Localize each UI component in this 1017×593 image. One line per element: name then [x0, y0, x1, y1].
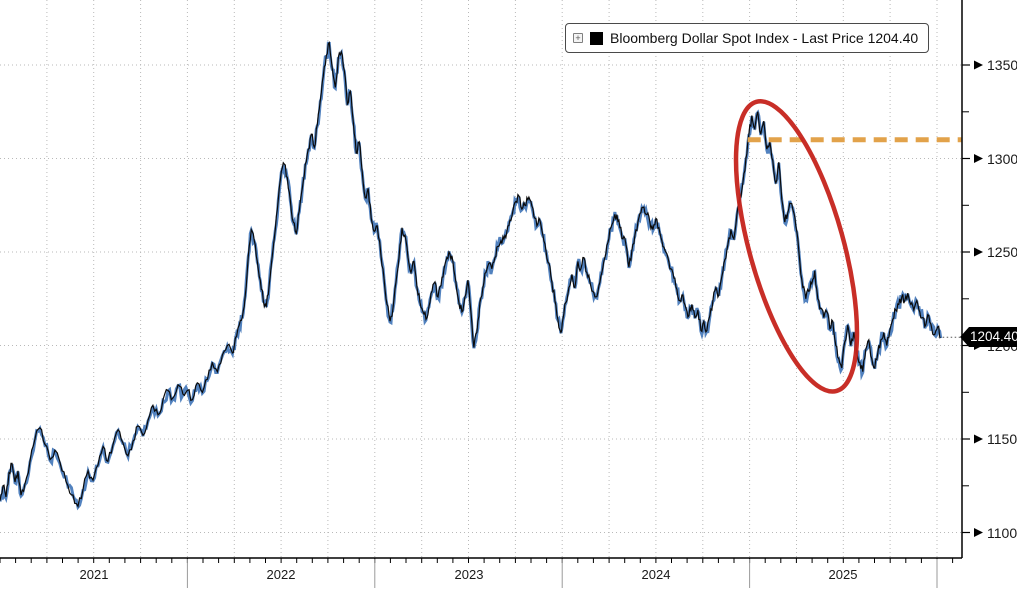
tick-arrow-icon [974, 434, 983, 444]
y-axis-label: 1350 [987, 57, 1017, 73]
price-series [0, 41, 943, 511]
series-swatch-icon [590, 31, 603, 45]
series-accent-line [0, 41, 943, 511]
red-ellipse-annotation [733, 99, 860, 394]
annotations [733, 99, 962, 394]
last-price-tag: 1204.40 [960, 327, 1017, 347]
legend-label: Bloomberg Dollar Spot Index - Last Price… [610, 30, 919, 46]
x-axis-year-label: 2022 [266, 567, 296, 582]
y-axis-label: 1100 [987, 525, 1017, 541]
legend-expand-icon[interactable]: + [573, 33, 583, 43]
axes [0, 0, 983, 588]
y-axis-label: 1300 [987, 151, 1017, 167]
x-axis-year-label: 2021 [79, 567, 109, 582]
series-main-line [0, 41, 941, 508]
x-axis-year-label: 2023 [454, 567, 484, 582]
x-axis-year-label: 2025 [828, 567, 858, 582]
tag-arrow-icon [960, 327, 969, 347]
y-axis-label: 1150 [987, 431, 1017, 447]
last-price-value: 1204.40 [969, 327, 1017, 347]
tick-arrow-icon [974, 154, 983, 163]
tick-arrow-icon [974, 60, 983, 70]
tick-arrow-icon [974, 247, 983, 257]
tick-arrow-icon [974, 528, 983, 537]
x-axis-year-label: 2024 [641, 567, 671, 582]
y-axis-label: 1250 [987, 244, 1017, 260]
legend[interactable]: + Bloomberg Dollar Spot Index - Last Pri… [565, 23, 930, 53]
gridlines [0, 0, 962, 558]
